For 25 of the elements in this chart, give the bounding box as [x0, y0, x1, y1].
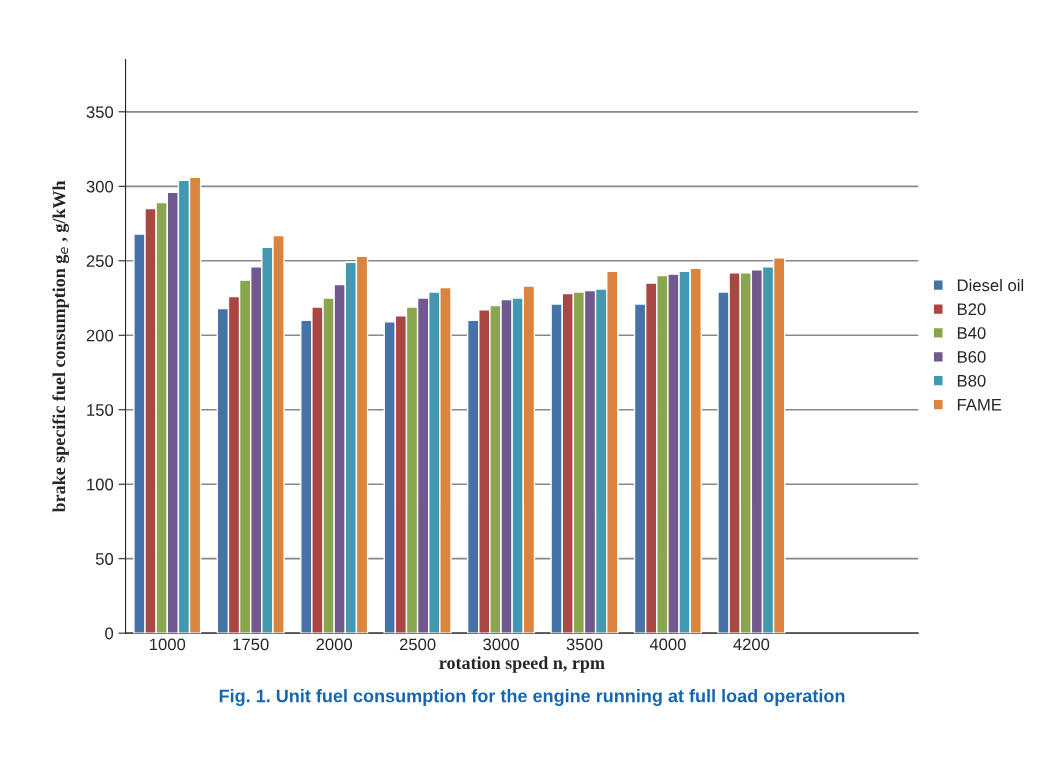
x-tick-label: 4000 [649, 638, 686, 651]
x-tick-label: 3000 [483, 638, 519, 651]
y-tick-label: 200 [86, 329, 114, 342]
y-tick-label: 50 [95, 553, 114, 565]
legend-label: B40 [957, 327, 986, 339]
x-tick-label: 3500 [566, 638, 603, 651]
x-tick-label: 1000 [150, 638, 186, 651]
y-axis-title: brake specific fuel consumption g$_{e}$ , g/kWh [52, 180, 69, 513]
x-axis-title: rotation speed n, rpm [439, 656, 605, 673]
y-tick-label: 0 [105, 627, 114, 640]
legend-label: B20 [957, 303, 986, 316]
y-tick-label: 150 [87, 404, 114, 416]
y-tick-label: 300 [86, 180, 114, 193]
legend-label: FAME [957, 398, 1002, 411]
x-tick-label: 2500 [399, 638, 436, 651]
x-tick-label: 2000 [316, 638, 353, 651]
legend-label: B80 [957, 374, 986, 387]
y-tick-label: 100 [87, 478, 114, 491]
legend-label: Diesel oil [957, 278, 1024, 292]
y-tick-label: 350 [86, 106, 114, 119]
x-tick-label: 4200 [733, 638, 770, 651]
legend-label: B60 [957, 351, 986, 363]
caption: Fig. 1. Unit fuel consumption for the engine running at full load operation [219, 689, 845, 706]
y-tick-label: 250 [86, 255, 114, 267]
x-tick-label: 1750 [233, 638, 269, 651]
